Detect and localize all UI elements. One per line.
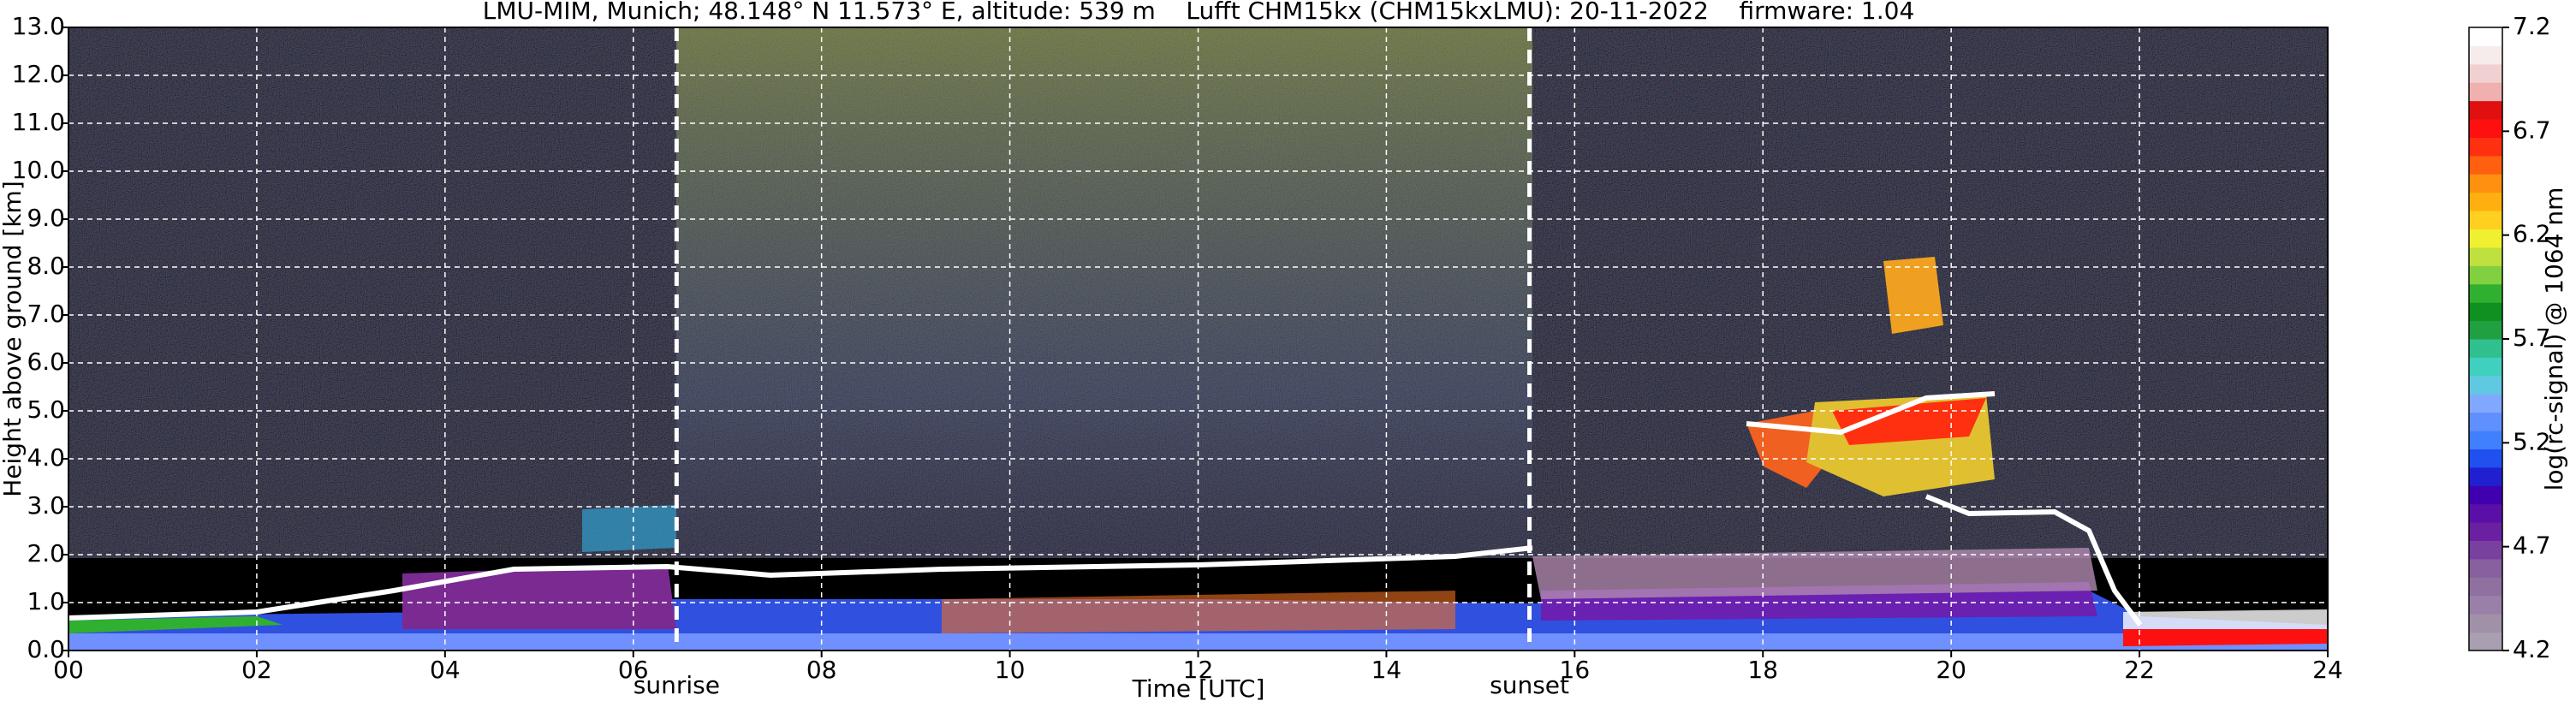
aerosol-layer [2123,629,2328,646]
colorbar-swatch [2469,137,2502,157]
colorbar-swatch [2469,63,2502,83]
x-tick-label: 20 [1936,656,1966,684]
colorbar-tick-label: 4.2 [2513,635,2551,663]
colorbar-swatch [2469,577,2502,597]
y-tick-label: 2.0 [27,539,65,567]
y-tick-label: 9.0 [27,204,65,232]
y-tick-label: 5.0 [27,395,65,424]
cloud [1883,257,1943,334]
annotation-label: sunset [1490,671,1569,699]
colorbar-swatch [2469,357,2502,377]
y-tick-label: 0.0 [27,635,65,663]
colorbar-swatch [2469,449,2502,468]
y-tick-label: 6.0 [27,348,65,376]
y-axis-label: Height above ground [km] [0,181,27,497]
y-tick-label: 10.0 [12,156,65,184]
cloud [1832,398,1986,445]
colorbar-swatch [2469,82,2502,102]
colorbar-tick-label: 5.7 [2513,324,2551,352]
colorbar-tick-label: 4.7 [2513,532,2551,560]
colorbar-swatch [2469,119,2502,138]
y-tick-label: 1.0 [27,587,65,615]
colorbar-swatch [2469,27,2502,46]
colorbar-label: log(rc-signal) @ 1064 nm [2540,187,2568,491]
x-tick-label: 04 [430,656,461,684]
colorbar-swatch [2469,466,2502,486]
aerosol-layer [402,565,676,629]
colorbar-swatch [2469,302,2502,322]
y-tick-label: 12.0 [12,60,65,88]
colorbar-swatch [2469,375,2502,395]
boundary-layer [735,569,1456,585]
colorbar-swatch [2469,614,2502,633]
x-tick-label: 24 [2312,656,2343,684]
x-tick-label: 06 [618,656,649,684]
colorbar-swatch [2469,174,2502,193]
y-tick-label: 13.0 [12,12,65,40]
cloud [582,505,676,552]
colorbar-swatch [2469,431,2502,449]
colorbar-tick-label: 5.2 [2513,427,2551,455]
colorbar-swatch [2469,283,2502,303]
x-tick-label: 10 [995,656,1026,684]
colorbar-swatch [2469,247,2502,266]
colorbar-swatch [2469,155,2502,175]
daylight-noise [676,27,1532,558]
x-tick-label: 16 [1560,656,1591,684]
colorbar-swatch [2469,320,2502,340]
y-tick-label: 7.0 [27,300,65,328]
colorbar-swatch [2469,595,2502,615]
x-tick-label: 00 [53,656,84,684]
x-tick-label: 08 [806,656,837,684]
colorbar-swatch [2469,265,2502,285]
colorbar-swatch [2469,412,2502,431]
colorbar-swatch [2469,100,2502,120]
cloud-base [1925,494,2143,627]
colorbar-swatch [2469,522,2502,542]
aerosol-layer [1532,548,2097,599]
y-tick-label: 4.0 [27,443,65,472]
x-tick-label: 14 [1371,656,1402,684]
cloud-base [1746,391,1996,436]
x-axis-label: Time [UTC] [1132,674,1265,703]
colorbar-swatch [2469,503,2502,523]
x-tick-label: 18 [1747,656,1778,684]
colorbar-swatch [2469,229,2502,248]
colorbar-swatch [2469,45,2502,65]
y-tick-label: 11.0 [12,108,65,136]
colorbar-tick-label: 7.2 [2513,12,2551,40]
plot-frame [68,27,2329,651]
annotation-label: sunrise [634,671,720,699]
colorbar-swatch [2469,485,2502,505]
y-tick-label: 3.0 [27,491,65,520]
colorbar-tick-label: 6.2 [2513,220,2551,248]
x-tick-label: 22 [2124,656,2155,684]
colorbar-swatch [2469,211,2502,230]
x-tick-label: 02 [241,656,272,684]
x-tick-label: 12 [1183,656,1214,684]
y-tick-label: 8.0 [27,252,65,280]
boundary-layer [68,545,1533,621]
axes: 00 02 04 06 08 10 12 14 16 18 20 22 24 0.0 1.0 2.0 3.0 4.… [12,12,2551,699]
colorbar-swatch [2469,192,2502,211]
colorbar-tick-label: 6.7 [2513,116,2551,144]
aerosol-layer [68,616,283,633]
colorbar-swatch [2469,394,2502,413]
colorbar-swatch [2469,540,2502,560]
aerosol-layer [2123,609,2328,629]
colorbar-swatch [2469,632,2502,651]
colorbar-swatch [2469,558,2502,578]
chart-title: LMU-MIM, Munich; 48.148° N 11.573° E, al… [483,0,1915,25]
colorbar-swatch [2469,339,2502,358]
